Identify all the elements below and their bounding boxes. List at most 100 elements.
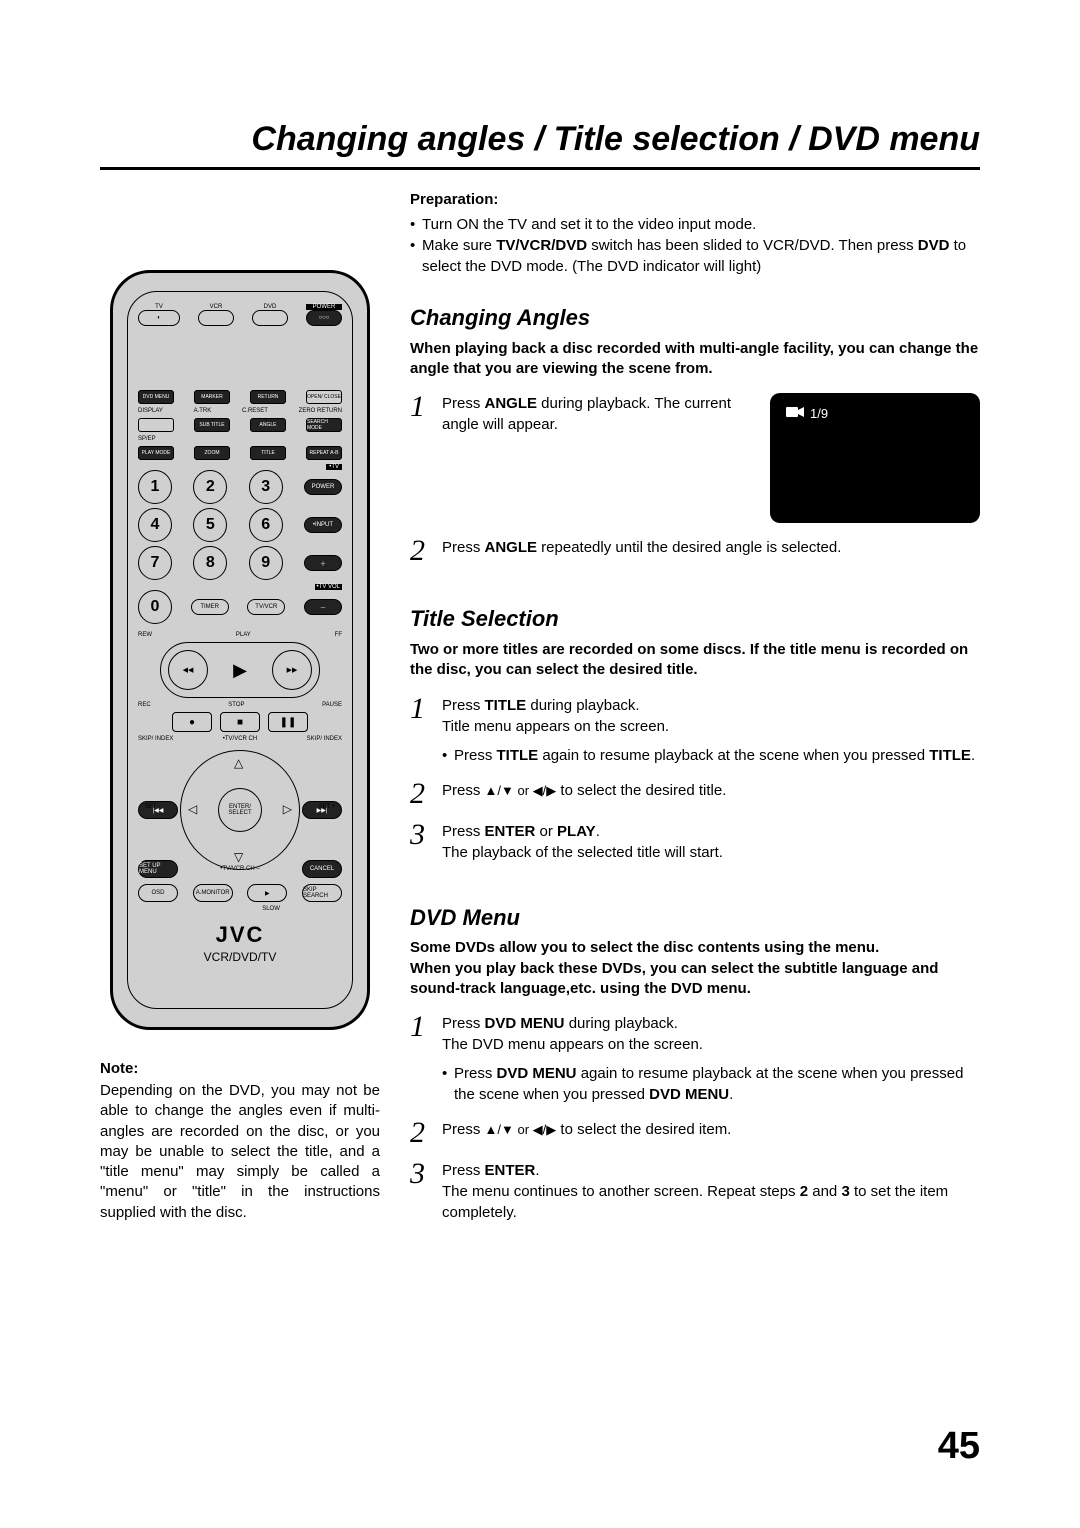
cancel-btn: CANCEL bbox=[302, 860, 342, 878]
dvd-btn bbox=[252, 310, 288, 326]
model-label: VCR/DVD/TV bbox=[138, 950, 342, 964]
arrow-icons: ▲/▼ or ◀/▶ bbox=[485, 783, 557, 798]
timer: TIMER bbox=[191, 599, 229, 615]
num9: 9 bbox=[249, 546, 283, 580]
camera-icon bbox=[786, 405, 804, 423]
return-btn: RETURN bbox=[250, 390, 286, 404]
volbl: •TV VOL bbox=[315, 584, 342, 590]
step: 2 Press ▲/▼ or ◀/▶ to select the desired… bbox=[410, 1119, 980, 1146]
step-number: 1 bbox=[410, 393, 432, 420]
power-btn: ○○○ bbox=[306, 310, 342, 326]
title-btn: TITLE bbox=[250, 446, 286, 460]
lbl: DISPLAY bbox=[138, 408, 163, 414]
num7: 7 bbox=[138, 546, 172, 580]
prep-item: Turn ON the TV and set it to the video i… bbox=[410, 214, 980, 235]
dpad: △ ▽ ◁ ▷ ENTER/ SELECT bbox=[180, 750, 300, 870]
section-intro-angles: When playing back a disc recorded with m… bbox=[410, 339, 980, 380]
section-title-dvdmenu: DVD Menu bbox=[410, 903, 980, 933]
dvdmenu-btn: DVD MENU bbox=[138, 390, 174, 404]
stop-btn: ■ bbox=[220, 712, 260, 732]
right-column: Preparation: Turn ON the TV and set it t… bbox=[410, 190, 980, 1237]
power-label: POWER bbox=[306, 304, 342, 310]
open-btn: OPEN/ CLOSE bbox=[306, 390, 342, 404]
brand-logo: JVC bbox=[138, 922, 342, 948]
lbl: SLOW bbox=[262, 906, 280, 912]
num8: 8 bbox=[193, 546, 227, 580]
step-number: 1 bbox=[410, 695, 432, 722]
down-arrow-icon: ▽ bbox=[234, 850, 243, 864]
input: •INPUT bbox=[304, 517, 342, 533]
section-intro-dvdmenu: Some DVDs allow you to select the disc c… bbox=[410, 938, 980, 999]
play-btn: ▶ bbox=[208, 660, 272, 681]
voldn: － bbox=[304, 599, 342, 615]
lbl: •TV/VCR CH bbox=[223, 736, 257, 742]
skip-prev: |◀◀ bbox=[138, 801, 178, 819]
step: 3 Press ENTER or PLAY.The playback of th… bbox=[410, 821, 980, 863]
marker-btn: MARKER bbox=[194, 390, 230, 404]
lbl: FF bbox=[335, 632, 342, 638]
num0: 0 bbox=[138, 590, 172, 624]
remote-illustration: TV◐ VCR DVD POWER○○○ DVD MENU MARKER RET… bbox=[110, 270, 370, 1030]
main-layout: TV◐ VCR DVD POWER○○○ DVD MENU MARKER RET… bbox=[100, 190, 980, 1237]
num1: 1 bbox=[138, 470, 172, 504]
num6: 6 bbox=[249, 508, 283, 542]
step: 1 Press ANGLE during playback. The curre… bbox=[410, 393, 980, 523]
repeat-btn: REPEAT A-B bbox=[306, 446, 342, 460]
num3: 3 bbox=[249, 470, 283, 504]
angle-btn: ANGLE bbox=[250, 418, 286, 432]
search-btn: SEARCH MODE bbox=[306, 418, 342, 432]
right-arrow-icon: ▷ bbox=[283, 802, 292, 816]
step-number: 3 bbox=[410, 821, 432, 848]
display-btn bbox=[138, 418, 174, 432]
preparation: Preparation: Turn ON the TV and set it t… bbox=[410, 190, 980, 277]
prep-heading: Preparation: bbox=[410, 190, 980, 210]
section-title-title: Title Selection bbox=[410, 604, 980, 634]
lbl: C.RESET bbox=[242, 408, 268, 414]
lbl: ZERO RETURN bbox=[299, 408, 342, 414]
lbl: SKIP/ INDEX bbox=[307, 736, 342, 742]
slow-btn: ▶ bbox=[247, 884, 287, 902]
enter-btn: ENTER/ SELECT bbox=[218, 788, 262, 832]
dvd-label: DVD bbox=[252, 304, 288, 310]
zoom-btn: ZOOM bbox=[194, 446, 230, 460]
left-column: TV◐ VCR DVD POWER○○○ DVD MENU MARKER RET… bbox=[100, 190, 380, 1237]
lbl: STOP bbox=[228, 702, 244, 708]
note-heading: Note: bbox=[100, 1060, 380, 1077]
vcr-label: VCR bbox=[198, 304, 234, 310]
setup-btn: SET UP MENU bbox=[138, 860, 178, 878]
step-number: 2 bbox=[410, 780, 432, 807]
section-title-angles: Changing Angles bbox=[410, 303, 980, 333]
up-arrow-icon: △ bbox=[234, 756, 243, 770]
page-number: 45 bbox=[938, 1425, 980, 1468]
playmode-btn: PLAY MODE bbox=[138, 446, 174, 460]
volup: ＋ bbox=[304, 555, 342, 571]
lbl: REW bbox=[138, 632, 152, 638]
step: 2 Press ANGLE repeatedly until the desir… bbox=[410, 537, 980, 564]
step-number: 3 bbox=[410, 1160, 432, 1187]
prep-item: Make sure TV/VCR/DVD switch has been sli… bbox=[410, 235, 980, 277]
angle-value: 1/9 bbox=[810, 406, 828, 421]
note-body: Depending on the DVD, you may not be abl… bbox=[100, 1081, 380, 1223]
tv-switch: ◐ bbox=[138, 310, 180, 326]
ff-btn: ▶▶ bbox=[272, 650, 312, 690]
step: 3 Press ENTER.The menu continues to anot… bbox=[410, 1160, 980, 1223]
lbl: SP/EP bbox=[138, 436, 156, 442]
skipsearch-btn: SKIP SEARCH bbox=[302, 884, 342, 902]
sub-bullet: Press TITLE again to resume playback at … bbox=[442, 745, 980, 766]
tvpower: POWER bbox=[304, 479, 342, 495]
pause-btn: ❚❚ bbox=[268, 712, 308, 732]
page-title: Changing angles / Title selection / DVD … bbox=[100, 120, 980, 170]
lbl: REC bbox=[138, 702, 151, 708]
num4: 4 bbox=[138, 508, 172, 542]
step-number: 1 bbox=[410, 1013, 432, 1040]
lbl: SKIP/ INDEX bbox=[138, 736, 173, 742]
num5: 5 bbox=[193, 508, 227, 542]
osd-btn: OSD bbox=[138, 884, 178, 902]
lbl: PAUSE bbox=[322, 702, 342, 708]
play-bar: ◀◀ ▶ ▶▶ bbox=[160, 642, 320, 698]
arrow-icons: ▲/▼ or ◀/▶ bbox=[485, 1122, 557, 1137]
vcr-btn bbox=[198, 310, 234, 326]
osd-display: 1/9 bbox=[770, 393, 980, 523]
rew-btn: ◀◀ bbox=[168, 650, 208, 690]
amon-btn: A.MONITOR bbox=[193, 884, 233, 902]
